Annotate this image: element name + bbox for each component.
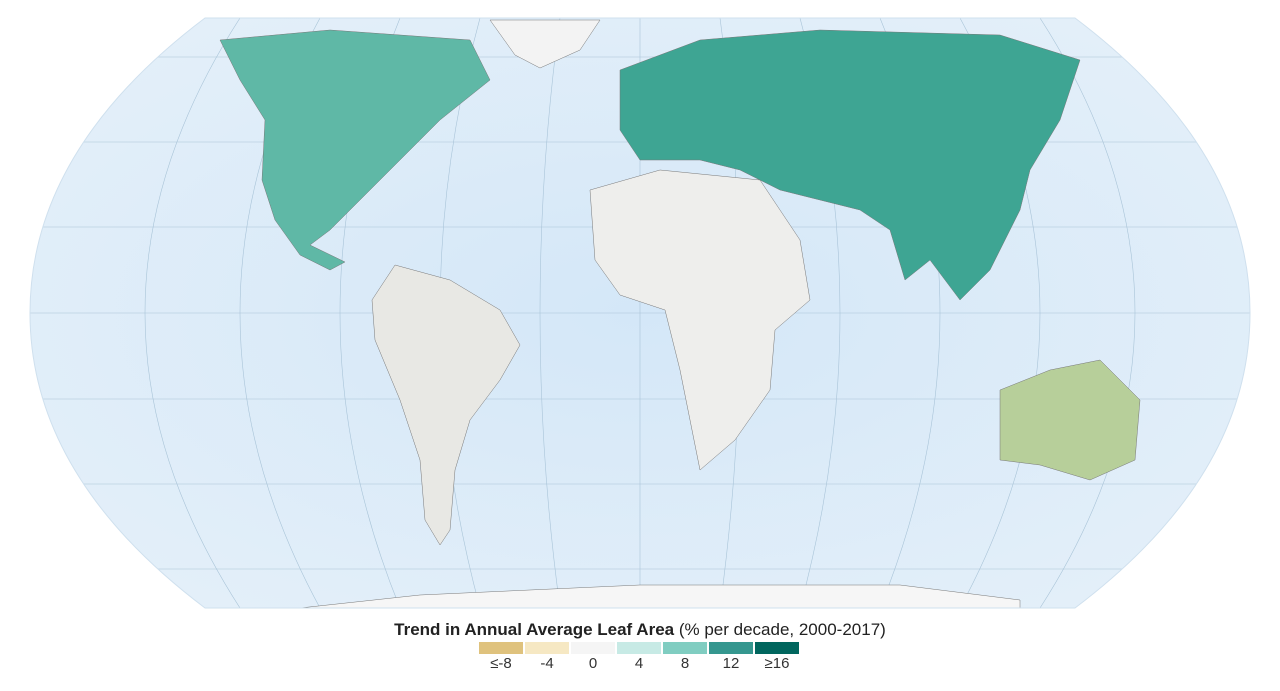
world-map [29,17,1251,609]
legend-labels: ≤-8 -4 0 4 8 12 ≥16 [479,655,799,672]
south-america [371,264,521,546]
legend-swatch [663,642,707,654]
legend-label: 4 [634,655,644,672]
legend-swatch [709,642,753,654]
legend-swatch [479,642,523,654]
legend-swatch [525,642,569,654]
land [219,19,1141,608]
legend-swatches [479,642,799,654]
north-america [219,29,491,271]
legend-label: ≤-8 [490,655,512,672]
legend-subtitle: (% per decade, 2000-2017) [678,620,886,639]
legend-label: 8 [680,655,690,672]
legend-swatch [571,642,615,654]
legend-swatch [617,642,661,654]
legend-label: 0 [588,655,598,672]
legend-title-main: Trend in Annual Average Leaf Area [394,620,675,639]
legend-title: Trend in Annual Average Leaf Area (% per… [0,620,1280,640]
legend-swatch [755,642,799,654]
antarctica [299,584,1021,608]
greenland [489,19,601,69]
africa [589,169,811,471]
legend-label: -4 [540,655,554,672]
legend-label: 12 [722,655,740,672]
eurasia [619,29,1081,301]
legend-label: ≥16 [764,655,790,672]
australia [999,359,1141,481]
